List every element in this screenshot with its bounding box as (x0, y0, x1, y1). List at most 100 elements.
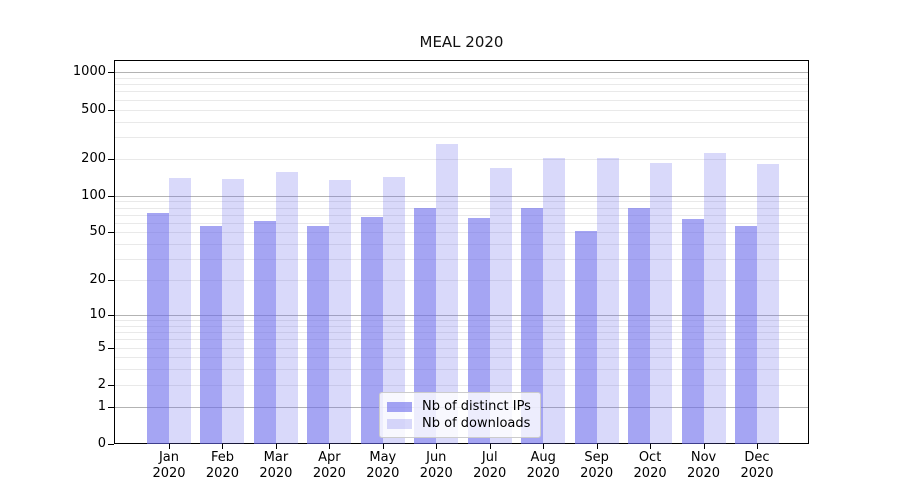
y-tick-label: 5 (97, 339, 106, 355)
bar-distinct-ips-may (360, 216, 383, 444)
bar-distinct-ips-jul (467, 217, 490, 444)
gridline (115, 320, 808, 322)
bar-downloads-sep (596, 158, 619, 444)
x-tick-mark (543, 444, 545, 449)
gridline (115, 332, 808, 334)
bar-distinct-ips-sep (574, 231, 597, 444)
x-tick-label-jan: Jan 2020 (152, 450, 186, 481)
x-tick-label-apr: Apr 2020 (312, 450, 346, 481)
gridline (115, 201, 808, 203)
bar-distinct-ips-jan (147, 213, 169, 444)
gridline (115, 99, 808, 101)
gridline (115, 244, 808, 246)
x-tick-label-feb: Feb 2020 (205, 450, 239, 481)
legend-label-distinct-ips: Nb of distinct IPs (422, 399, 531, 414)
x-tick-mark (703, 444, 705, 449)
bar-distinct-ips-feb (200, 225, 223, 444)
gridline (115, 72, 808, 74)
x-tick-label-nov: Nov 2020 (686, 450, 721, 481)
x-tick-label-jun: Jun 2020 (419, 450, 453, 481)
y-tick-mark (108, 72, 114, 74)
gridline (115, 222, 808, 224)
x-tick-mark (596, 444, 598, 449)
x-tick-mark (222, 444, 224, 449)
bar-distinct-ips-dec (735, 225, 757, 444)
gridline (115, 121, 808, 123)
gridline (115, 357, 808, 359)
bar-downloads-oct (650, 162, 673, 444)
bar-downloads-apr (329, 180, 352, 444)
gridline (115, 280, 808, 282)
bar-distinct-ips-jun (414, 208, 437, 444)
bar-downloads-nov (703, 152, 726, 444)
gridline (115, 232, 808, 234)
gridline (115, 91, 808, 93)
legend-label-downloads: Nb of downloads (422, 416, 531, 431)
y-tick-label: 0 (97, 436, 106, 451)
gridline (115, 325, 808, 327)
x-tick-label-sep: Sep 2020 (580, 450, 614, 481)
y-tick-mark (108, 232, 114, 234)
bar-distinct-ips-nov (681, 219, 704, 444)
gridline (115, 314, 808, 316)
gridline (115, 369, 808, 371)
bar-downloads-feb (222, 178, 245, 444)
gridline (115, 347, 808, 349)
bar-downloads-jan (169, 177, 191, 444)
legend-item-distinct-ips: Nb of distinct IPs (387, 398, 531, 415)
y-tick-mark (108, 347, 114, 349)
plot-area: Nb of distinct IPs Nb of downloads (114, 60, 809, 444)
x-tick-mark (650, 444, 652, 449)
gridline (115, 207, 808, 209)
x-tick-mark (757, 444, 758, 449)
x-tick-mark (275, 444, 277, 449)
bar-downloads-dec (757, 164, 779, 444)
y-tick-mark (108, 195, 114, 197)
y-tick-label: 100 (81, 187, 106, 203)
gridline (115, 214, 808, 216)
bar-downloads-jun (436, 144, 459, 444)
bar-distinct-ips-mar (253, 221, 276, 444)
bar-downloads-may (382, 176, 405, 444)
gridline (115, 259, 808, 261)
y-tick-label: 1 (97, 398, 106, 414)
x-tick-mark (382, 444, 384, 449)
x-tick-label-mar: Mar 2020 (259, 450, 293, 481)
legend: Nb of distinct IPs Nb of downloads (379, 392, 541, 438)
bar-downloads-jul (489, 168, 512, 444)
y-tick-mark (108, 280, 114, 282)
bar-distinct-ips-aug (521, 207, 544, 444)
gridline (115, 84, 808, 86)
y-tick-label: 500 (81, 101, 106, 117)
x-tick-mark (436, 444, 438, 449)
x-tick-label-dec: Dec 2020 (740, 450, 774, 481)
bar-downloads-mar (275, 171, 298, 444)
bar-distinct-ips-apr (307, 225, 330, 444)
legend-swatch-distinct-ips-icon (387, 401, 412, 412)
legend-item-downloads: Nb of downloads (387, 415, 531, 432)
gridline (115, 109, 808, 111)
legend-swatch-downloads-icon (387, 418, 412, 429)
y-tick-mark (108, 314, 114, 316)
gridline (115, 77, 808, 79)
gridline (115, 339, 808, 341)
y-tick-label: 20 (89, 272, 106, 288)
y-tick-mark (108, 406, 114, 408)
x-tick-mark (169, 444, 170, 449)
y-tick-mark (108, 384, 114, 386)
gridline (115, 195, 808, 197)
x-tick-label-oct: Oct 2020 (633, 450, 667, 481)
y-tick-label: 1000 (72, 64, 106, 80)
y-tick-label: 200 (81, 150, 106, 166)
gridline (115, 158, 808, 160)
x-tick-label-jul: Jul 2020 (473, 450, 507, 481)
gridline (115, 384, 808, 386)
gridline (115, 136, 808, 138)
x-tick-mark (329, 444, 331, 449)
y-tick-label: 50 (89, 224, 106, 240)
y-tick-label: 2 (97, 376, 106, 392)
bar-downloads-aug (543, 158, 566, 444)
x-tick-mark (489, 444, 491, 449)
y-tick-label: 10 (89, 306, 106, 322)
